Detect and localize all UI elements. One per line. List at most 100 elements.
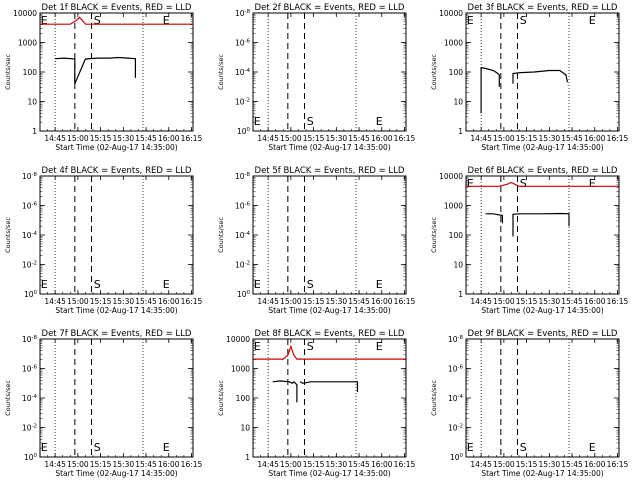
x-tick-label: 16:15 xyxy=(607,297,629,306)
event-marker-label: E xyxy=(254,115,261,128)
x-tick-label: 15:30 xyxy=(539,460,561,469)
y-tick-label: 1000 xyxy=(444,202,463,211)
x-tick-label: 15:00 xyxy=(280,134,302,143)
event-marker-label: S xyxy=(94,441,101,454)
plot-frame xyxy=(465,12,620,132)
x-tick-label: 16:00 xyxy=(158,134,180,143)
y-tick-label: 1000 xyxy=(231,365,250,374)
plot-frame xyxy=(465,338,620,458)
event-marker-label: S xyxy=(307,340,314,353)
x-axis-label: Start Time (02-Aug-17 14:35:00) xyxy=(481,306,603,315)
event-marker-label: E xyxy=(41,278,48,291)
y-axis-label: Counts/sec xyxy=(430,380,438,416)
lld-series-line xyxy=(466,181,619,187)
x-tick-label: 16:00 xyxy=(584,460,606,469)
x-tick-label: 16:15 xyxy=(181,297,203,306)
x-tick-label: 15:45 xyxy=(561,297,583,306)
x-tick-label: 15:45 xyxy=(135,297,157,306)
x-axis-label: Start Time (02-Aug-17 14:35:00) xyxy=(268,306,390,315)
event-marker-label: S xyxy=(307,278,314,291)
y-tick-label: 10-2 xyxy=(448,424,463,433)
x-tick-label: 15:15 xyxy=(303,134,325,143)
y-tick-label: 10 xyxy=(240,424,250,433)
y-tick-label: 100 xyxy=(24,290,38,299)
y-tick-label: 10-8 xyxy=(235,9,251,18)
x-tick-label: 15:45 xyxy=(348,134,370,143)
y-tick-label: 10 xyxy=(453,98,463,107)
x-tick-label: 15:30 xyxy=(326,134,348,143)
y-tick-label: 10-6 xyxy=(22,365,38,374)
x-tick-label: 16:00 xyxy=(158,460,180,469)
event-marker-label: E xyxy=(254,340,261,353)
events-series-line xyxy=(512,212,570,237)
y-tick-label: 10-2 xyxy=(22,261,37,270)
x-tick-label: 15:30 xyxy=(539,134,561,143)
y-axis-label: Counts/sec xyxy=(4,380,12,416)
x-tick-label: 15:00 xyxy=(493,460,515,469)
x-tick-label: 15:00 xyxy=(67,297,89,306)
y-tick-label: 10-6 xyxy=(235,39,251,48)
event-marker-label: E xyxy=(163,14,170,27)
x-tick-label: 15:15 xyxy=(516,297,538,306)
lld-series-line xyxy=(253,344,406,360)
event-marker-label: E xyxy=(163,278,170,291)
y-axis-label: Counts/sec xyxy=(217,54,225,90)
x-tick-label: 16:00 xyxy=(371,134,393,143)
event-marker-label: E xyxy=(254,278,261,291)
x-tick-label: 15:00 xyxy=(280,297,302,306)
y-tick-label: 10-2 xyxy=(22,424,37,433)
x-tick-label: 16:00 xyxy=(371,460,393,469)
event-marker-label: E xyxy=(467,441,474,454)
panel-title: Det 3f BLACK = Events, RED = LLD xyxy=(468,3,618,13)
events-series-line xyxy=(485,213,503,224)
x-tick-label: 15:45 xyxy=(561,134,583,143)
x-axis-label: Start Time (02-Aug-17 14:35:00) xyxy=(268,469,390,478)
y-tick-label: 10000 xyxy=(439,172,463,181)
y-tick-label: 10 xyxy=(27,98,37,107)
x-tick-label: 15:30 xyxy=(326,460,348,469)
event-marker-label: S xyxy=(520,14,527,27)
x-tick-label: 15:30 xyxy=(113,460,135,469)
y-tick-label: 1 xyxy=(245,453,250,462)
event-marker-label: S xyxy=(94,278,101,291)
x-tick-label: 15:45 xyxy=(135,134,157,143)
y-tick-label: 10-6 xyxy=(22,202,38,211)
x-tick-label: 15:30 xyxy=(539,297,561,306)
event-marker-label: E xyxy=(589,177,596,190)
y-tick-label: 100 xyxy=(449,231,464,240)
x-tick-label: 16:15 xyxy=(394,134,416,143)
y-axis-label: Counts/sec xyxy=(430,217,438,253)
event-marker-label: E xyxy=(467,177,474,190)
y-tick-label: 1 xyxy=(32,127,37,136)
plot-frame xyxy=(252,12,407,132)
y-tick-label: 10000 xyxy=(226,335,250,344)
x-tick-label: 14:45 xyxy=(44,134,66,143)
x-tick-label: 15:15 xyxy=(303,460,325,469)
x-tick-label: 15:00 xyxy=(67,460,89,469)
x-axis-label: Start Time (02-Aug-17 14:35:00) xyxy=(55,143,177,152)
y-axis-label: Counts/sec xyxy=(430,54,438,90)
panel-title: Det 4f BLACK = Events, RED = LLD xyxy=(42,166,192,176)
y-tick-label: 10-4 xyxy=(448,394,464,403)
x-tick-label: 16:00 xyxy=(584,134,606,143)
x-axis-label: Start Time (02-Aug-17 14:35:00) xyxy=(55,306,177,315)
y-tick-label: 100 xyxy=(237,290,251,299)
x-axis-label: Start Time (02-Aug-17 14:35:00) xyxy=(481,469,603,478)
plot-frame xyxy=(465,175,620,295)
y-tick-label: 1 xyxy=(458,127,463,136)
y-tick-label: 10-2 xyxy=(235,261,250,270)
y-tick-label: 100 xyxy=(24,453,38,462)
x-tick-label: 15:15 xyxy=(303,297,325,306)
event-marker-label: E xyxy=(41,441,48,454)
x-tick-label: 16:15 xyxy=(394,297,416,306)
panel-title: Det 2f BLACK = Events, RED = LLD xyxy=(255,3,405,13)
plot-frame xyxy=(252,175,407,295)
x-tick-label: 15:30 xyxy=(326,297,348,306)
x-tick-label: 14:45 xyxy=(257,297,279,306)
y-tick-label: 10-8 xyxy=(22,335,38,344)
